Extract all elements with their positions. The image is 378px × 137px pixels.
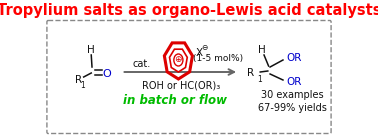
Text: ⊕: ⊕ bbox=[175, 55, 182, 65]
Text: Tropylium salts as organo-Lewis acid catalysts: Tropylium salts as organo-Lewis acid cat… bbox=[0, 4, 378, 18]
Text: cat.: cat. bbox=[132, 59, 150, 69]
Text: H: H bbox=[258, 45, 266, 55]
Text: OR: OR bbox=[286, 53, 301, 63]
Text: H: H bbox=[87, 45, 94, 55]
Text: R: R bbox=[75, 75, 82, 85]
Text: X: X bbox=[195, 48, 202, 58]
Text: 67-99% yields: 67-99% yields bbox=[258, 103, 327, 113]
Text: 30 examples: 30 examples bbox=[261, 90, 323, 100]
Text: ROH or HC(OR)₃: ROH or HC(OR)₃ bbox=[141, 81, 220, 91]
Text: in batch or flow: in batch or flow bbox=[122, 95, 226, 108]
Text: ⊖: ⊖ bbox=[201, 42, 208, 52]
Text: 1: 1 bbox=[81, 81, 85, 89]
Text: (1-5 mol%): (1-5 mol%) bbox=[194, 54, 243, 62]
Text: OR: OR bbox=[286, 77, 301, 87]
Text: R: R bbox=[247, 68, 254, 78]
Text: O: O bbox=[102, 69, 111, 79]
Text: 1: 1 bbox=[257, 75, 262, 83]
